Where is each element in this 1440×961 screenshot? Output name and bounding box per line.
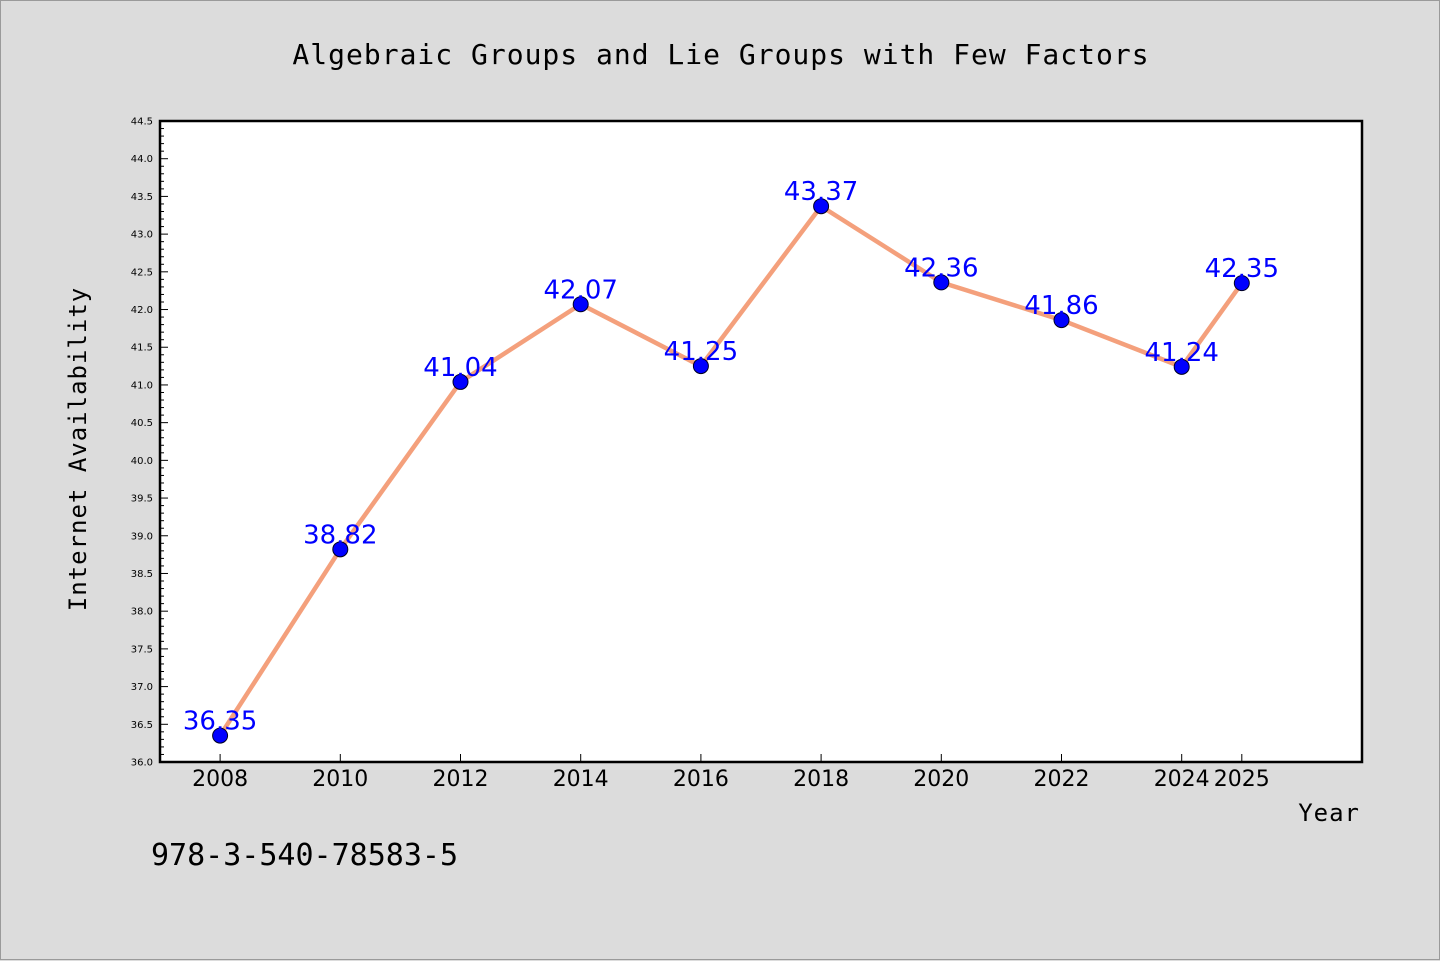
data-point	[1053, 312, 1070, 329]
y-axis-label: Internet Availability	[64, 287, 92, 611]
data-label: 41.86	[1024, 291, 1098, 321]
x-tick-label: 2018	[793, 767, 849, 792]
data-label: 36.35	[183, 707, 257, 737]
y-tick-label: 36.5	[131, 720, 153, 731]
data-label: 42.35	[1205, 254, 1279, 284]
data-label: 38.82	[303, 520, 377, 550]
y-tick-label: 44.5	[131, 117, 153, 128]
chart-title: Algebraic Groups and Lie Groups with Few…	[292, 38, 1149, 71]
series: 36.35 38.82 41.04 42.07 41.25 43.37 42.36 41.86…	[183, 177, 1279, 744]
y-tick-label: 41.5	[131, 343, 153, 354]
data-point	[692, 358, 709, 375]
x-tick-label: 2010	[312, 767, 368, 792]
data-label: 43.37	[784, 177, 858, 207]
data-point	[933, 274, 950, 291]
data-point	[813, 198, 830, 215]
x-axis-label: Year	[1298, 799, 1360, 827]
y-tick-label: 40.0	[131, 456, 153, 467]
footer-isbn: 978-3-540-78583-5	[151, 838, 458, 873]
y-tick-label: 41.0	[131, 380, 153, 391]
data-label: 42.36	[904, 253, 978, 283]
x-tick-label: 2020	[913, 767, 969, 792]
y-tick-label: 37.5	[131, 644, 153, 655]
y-tick-label: 39.5	[131, 494, 153, 505]
y-tick-label: 38.0	[131, 607, 153, 618]
data-label: 42.07	[543, 275, 617, 305]
y-tick-label: 42.0	[131, 305, 153, 316]
x-tick-label: 2022	[1034, 767, 1090, 792]
data-point	[452, 373, 469, 390]
data-point	[212, 727, 229, 744]
data-label: 41.04	[423, 353, 497, 383]
x-tick-label: 2024	[1154, 767, 1210, 792]
data-label: 41.25	[664, 337, 738, 367]
y-tick-label: 40.5	[131, 418, 153, 429]
y-tick-label: 43.5	[131, 192, 153, 203]
y-tick-label: 39.0	[131, 531, 153, 542]
y-tick-label: 42.5	[131, 267, 153, 278]
data-point	[1233, 275, 1250, 292]
y-tick-label: 36.0	[131, 758, 153, 769]
x-tick-label: 2025	[1214, 767, 1270, 792]
y-tick-label: 37.0	[131, 682, 153, 693]
data-point	[1173, 358, 1190, 375]
y-tick-label: 44.0	[131, 154, 153, 165]
plot-area	[160, 121, 1362, 762]
data-point	[572, 296, 589, 313]
y-tick-label: 38.5	[131, 569, 153, 580]
x-tick-label: 2008	[192, 767, 248, 792]
x-tick-label: 2014	[553, 767, 609, 792]
plot-frame	[158, 119, 1364, 764]
data-label: 41.24	[1144, 338, 1218, 368]
series-line	[217, 203, 1245, 738]
data-point	[332, 541, 349, 558]
x-tick-label: 2012	[433, 767, 489, 792]
y-tick-label: 43.0	[131, 230, 153, 241]
x-tick-label: 2016	[673, 767, 729, 792]
x-axis: 2008 2010 2012 2014 2016 2018 2020 2022 2024 2025	[192, 754, 1270, 792]
